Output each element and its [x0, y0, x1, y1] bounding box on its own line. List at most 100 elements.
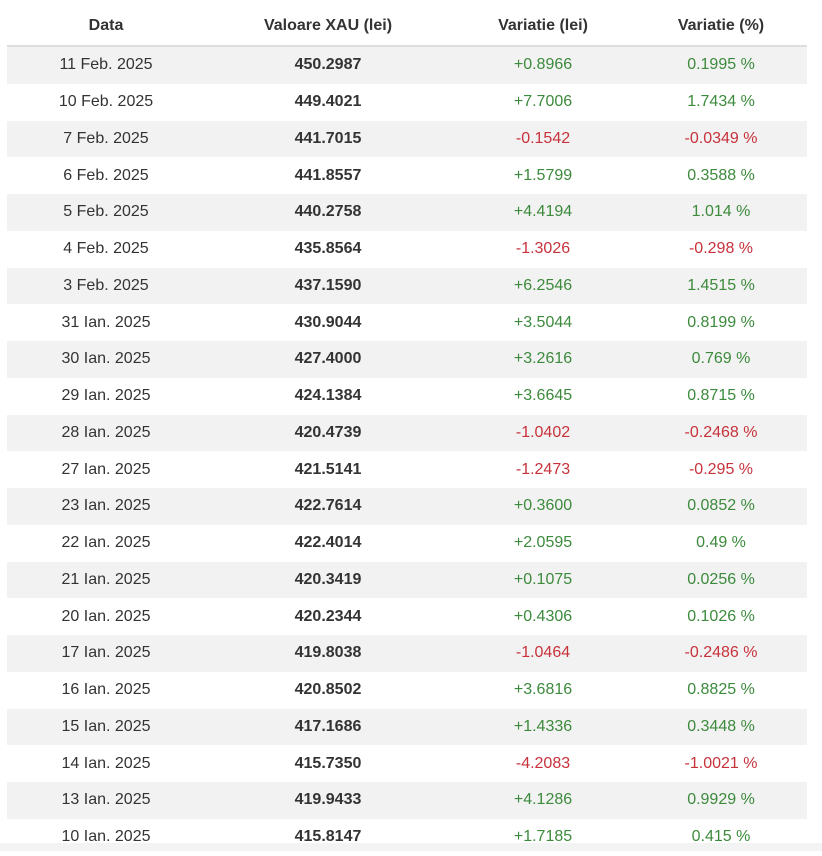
- value-cell: 441.8557: [205, 157, 451, 194]
- table-row: 23 Ian. 2025 422.7614 +0.3600 0.0852 %: [7, 488, 807, 525]
- page-bottom-strip: [0, 843, 822, 851]
- date-cell: 15 Ian. 2025: [7, 708, 205, 746]
- change-pct-cell: -0.0349 %: [635, 120, 807, 158]
- change-pct-cell: -1.0021 %: [635, 745, 807, 782]
- xau-history-table: Data Valoare XAU (lei) Variatie (lei) Va…: [7, 7, 807, 856]
- column-header-change-pct: Variatie (%): [635, 7, 807, 47]
- value-cell: 417.1686: [205, 708, 451, 746]
- change-lei-cell: +6.2546: [451, 267, 635, 305]
- table-row: 29 Ian. 2025 424.1384 +3.6645 0.8715 %: [7, 377, 807, 415]
- date-cell: 27 Ian. 2025: [7, 451, 205, 488]
- value-cell: 440.2758: [205, 194, 451, 231]
- change-lei-cell: +3.6645: [451, 377, 635, 415]
- value-cell: 420.8502: [205, 671, 451, 709]
- change-pct-cell: 0.1995 %: [635, 46, 807, 84]
- value-cell: 420.4739: [205, 414, 451, 452]
- table-row: 20 Ian. 2025 420.2344 +0.4306 0.1026 %: [7, 598, 807, 635]
- value-cell: 420.2344: [205, 598, 451, 635]
- date-cell: 17 Ian. 2025: [7, 635, 205, 672]
- date-cell: 13 Ian. 2025: [7, 782, 205, 819]
- value-cell: 415.7350: [205, 745, 451, 782]
- change-pct-cell: -0.295 %: [635, 451, 807, 488]
- change-pct-cell: 0.8825 %: [635, 671, 807, 709]
- change-lei-cell: -0.1542: [451, 120, 635, 158]
- date-cell: 5 Feb. 2025: [7, 194, 205, 231]
- table-row: 7 Feb. 2025 441.7015 -0.1542 -0.0349 %: [7, 120, 807, 158]
- change-lei-cell: -1.0402: [451, 414, 635, 452]
- change-lei-cell: -4.2083: [451, 745, 635, 782]
- change-pct-cell: 0.8715 %: [635, 377, 807, 415]
- date-cell: 28 Ian. 2025: [7, 414, 205, 452]
- value-cell: 419.8038: [205, 635, 451, 672]
- date-cell: 6 Feb. 2025: [7, 157, 205, 194]
- column-header-date: Data: [7, 7, 205, 47]
- date-cell: 30 Ian. 2025: [7, 341, 205, 378]
- change-pct-cell: -0.2468 %: [635, 414, 807, 452]
- value-cell: 449.4021: [205, 83, 451, 121]
- change-lei-cell: +0.1075: [451, 561, 635, 599]
- table-row: 28 Ian. 2025 420.4739 -1.0402 -0.2468 %: [7, 414, 807, 452]
- table-row: 4 Feb. 2025 435.8564 -1.3026 -0.298 %: [7, 230, 807, 268]
- date-cell: 29 Ian. 2025: [7, 377, 205, 415]
- table-row: 13 Ian. 2025 419.9433 +4.1286 0.9929 %: [7, 782, 807, 819]
- change-pct-cell: 1.7434 %: [635, 83, 807, 121]
- value-cell: 421.5141: [205, 451, 451, 488]
- date-cell: 16 Ian. 2025: [7, 671, 205, 709]
- date-cell: 10 Feb. 2025: [7, 83, 205, 121]
- change-pct-cell: 0.9929 %: [635, 782, 807, 819]
- change-pct-cell: 0.49 %: [635, 524, 807, 562]
- value-cell: 427.4000: [205, 341, 451, 378]
- table-header: Data Valoare XAU (lei) Variatie (lei) Va…: [7, 7, 807, 47]
- change-pct-cell: -0.298 %: [635, 230, 807, 268]
- change-lei-cell: +0.3600: [451, 488, 635, 525]
- change-pct-cell: 0.8199 %: [635, 304, 807, 341]
- value-cell: 422.7614: [205, 488, 451, 525]
- change-pct-cell: 0.0256 %: [635, 561, 807, 599]
- table-row: 30 Ian. 2025 427.4000 +3.2616 0.769 %: [7, 341, 807, 378]
- table-row: 6 Feb. 2025 441.8557 +1.5799 0.3588 %: [7, 157, 807, 194]
- change-pct-cell: 0.3588 %: [635, 157, 807, 194]
- date-cell: 22 Ian. 2025: [7, 524, 205, 562]
- date-cell: 7 Feb. 2025: [7, 120, 205, 158]
- date-cell: 31 Ian. 2025: [7, 304, 205, 341]
- value-cell: 430.9044: [205, 304, 451, 341]
- table-row: 14 Ian. 2025 415.7350 -4.2083 -1.0021 %: [7, 745, 807, 782]
- change-lei-cell: -1.3026: [451, 230, 635, 268]
- change-lei-cell: -1.0464: [451, 635, 635, 672]
- change-pct-cell: 0.769 %: [635, 341, 807, 378]
- date-cell: 20 Ian. 2025: [7, 598, 205, 635]
- table-row: 17 Ian. 2025 419.8038 -1.0464 -0.2486 %: [7, 635, 807, 672]
- change-lei-cell: +3.6816: [451, 671, 635, 709]
- table-body: 11 Feb. 2025 450.2987 +0.8966 0.1995 % 10 Fe…: [7, 46, 807, 856]
- table-row: 21 Ian. 2025 420.3419 +0.1075 0.0256 %: [7, 561, 807, 599]
- table-row: 22 Ian. 2025 422.4014 +2.0595 0.49 %: [7, 524, 807, 562]
- xau-history-table-container: Data Valoare XAU (lei) Variatie (lei) Va…: [7, 7, 807, 856]
- change-lei-cell: +1.4336: [451, 708, 635, 746]
- change-pct-cell: 0.1026 %: [635, 598, 807, 635]
- table-row: 15 Ian. 2025 417.1686 +1.4336 0.3448 %: [7, 708, 807, 746]
- change-pct-cell: 1.014 %: [635, 194, 807, 231]
- column-header-value: Valoare XAU (lei): [205, 7, 451, 47]
- change-lei-cell: +7.7006: [451, 83, 635, 121]
- value-cell: 441.7015: [205, 120, 451, 158]
- change-lei-cell: +3.2616: [451, 341, 635, 378]
- change-lei-cell: +0.4306: [451, 598, 635, 635]
- change-lei-cell: +2.0595: [451, 524, 635, 562]
- change-pct-cell: -0.2486 %: [635, 635, 807, 672]
- change-lei-cell: +4.1286: [451, 782, 635, 819]
- value-cell: 420.3419: [205, 561, 451, 599]
- change-lei-cell: +0.8966: [451, 46, 635, 84]
- date-cell: 23 Ian. 2025: [7, 488, 205, 525]
- table-row: 27 Ian. 2025 421.5141 -1.2473 -0.295 %: [7, 451, 807, 488]
- table-row: 16 Ian. 2025 420.8502 +3.6816 0.8825 %: [7, 671, 807, 709]
- value-cell: 437.1590: [205, 267, 451, 305]
- change-pct-cell: 1.4515 %: [635, 267, 807, 305]
- table-row: 31 Ian. 2025 430.9044 +3.5044 0.8199 %: [7, 304, 807, 341]
- value-cell: 450.2987: [205, 46, 451, 84]
- date-cell: 4 Feb. 2025: [7, 230, 205, 268]
- value-cell: 435.8564: [205, 230, 451, 268]
- date-cell: 14 Ian. 2025: [7, 745, 205, 782]
- change-lei-cell: +4.4194: [451, 194, 635, 231]
- table-row: 3 Feb. 2025 437.1590 +6.2546 1.4515 %: [7, 267, 807, 305]
- change-pct-cell: 0.3448 %: [635, 708, 807, 746]
